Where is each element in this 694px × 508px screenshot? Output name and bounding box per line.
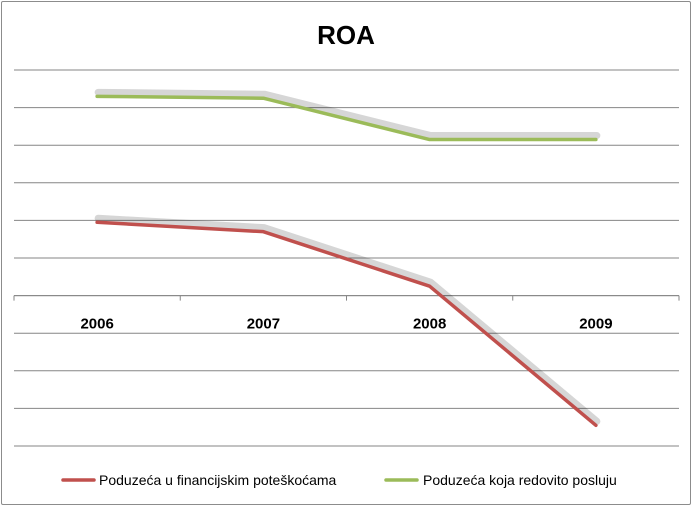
legend-label: Poduzeća u financijskim poteškoćama bbox=[99, 472, 337, 488]
x-tick-labels: 2006 2007 2008 2009 bbox=[80, 316, 612, 333]
x-tick-label: 2008 bbox=[413, 316, 446, 333]
legend-label: Poduzeća koja redovito posluju bbox=[423, 472, 617, 488]
legend: Poduzeća u financijskim poteškoćama Poduz… bbox=[61, 472, 617, 488]
series-line bbox=[95, 94, 598, 142]
gridlines bbox=[14, 69, 679, 447]
x-tick-label: 2007 bbox=[247, 316, 280, 333]
series-lines bbox=[94, 88, 601, 428]
series-shadow bbox=[94, 88, 601, 140]
chart-title: ROA bbox=[317, 20, 375, 50]
series-line bbox=[95, 220, 598, 428]
x-tick-label: 2009 bbox=[579, 316, 612, 333]
x-axis bbox=[13, 295, 680, 301]
series-shadow bbox=[94, 214, 601, 425]
x-tick-label: 2006 bbox=[80, 316, 113, 333]
